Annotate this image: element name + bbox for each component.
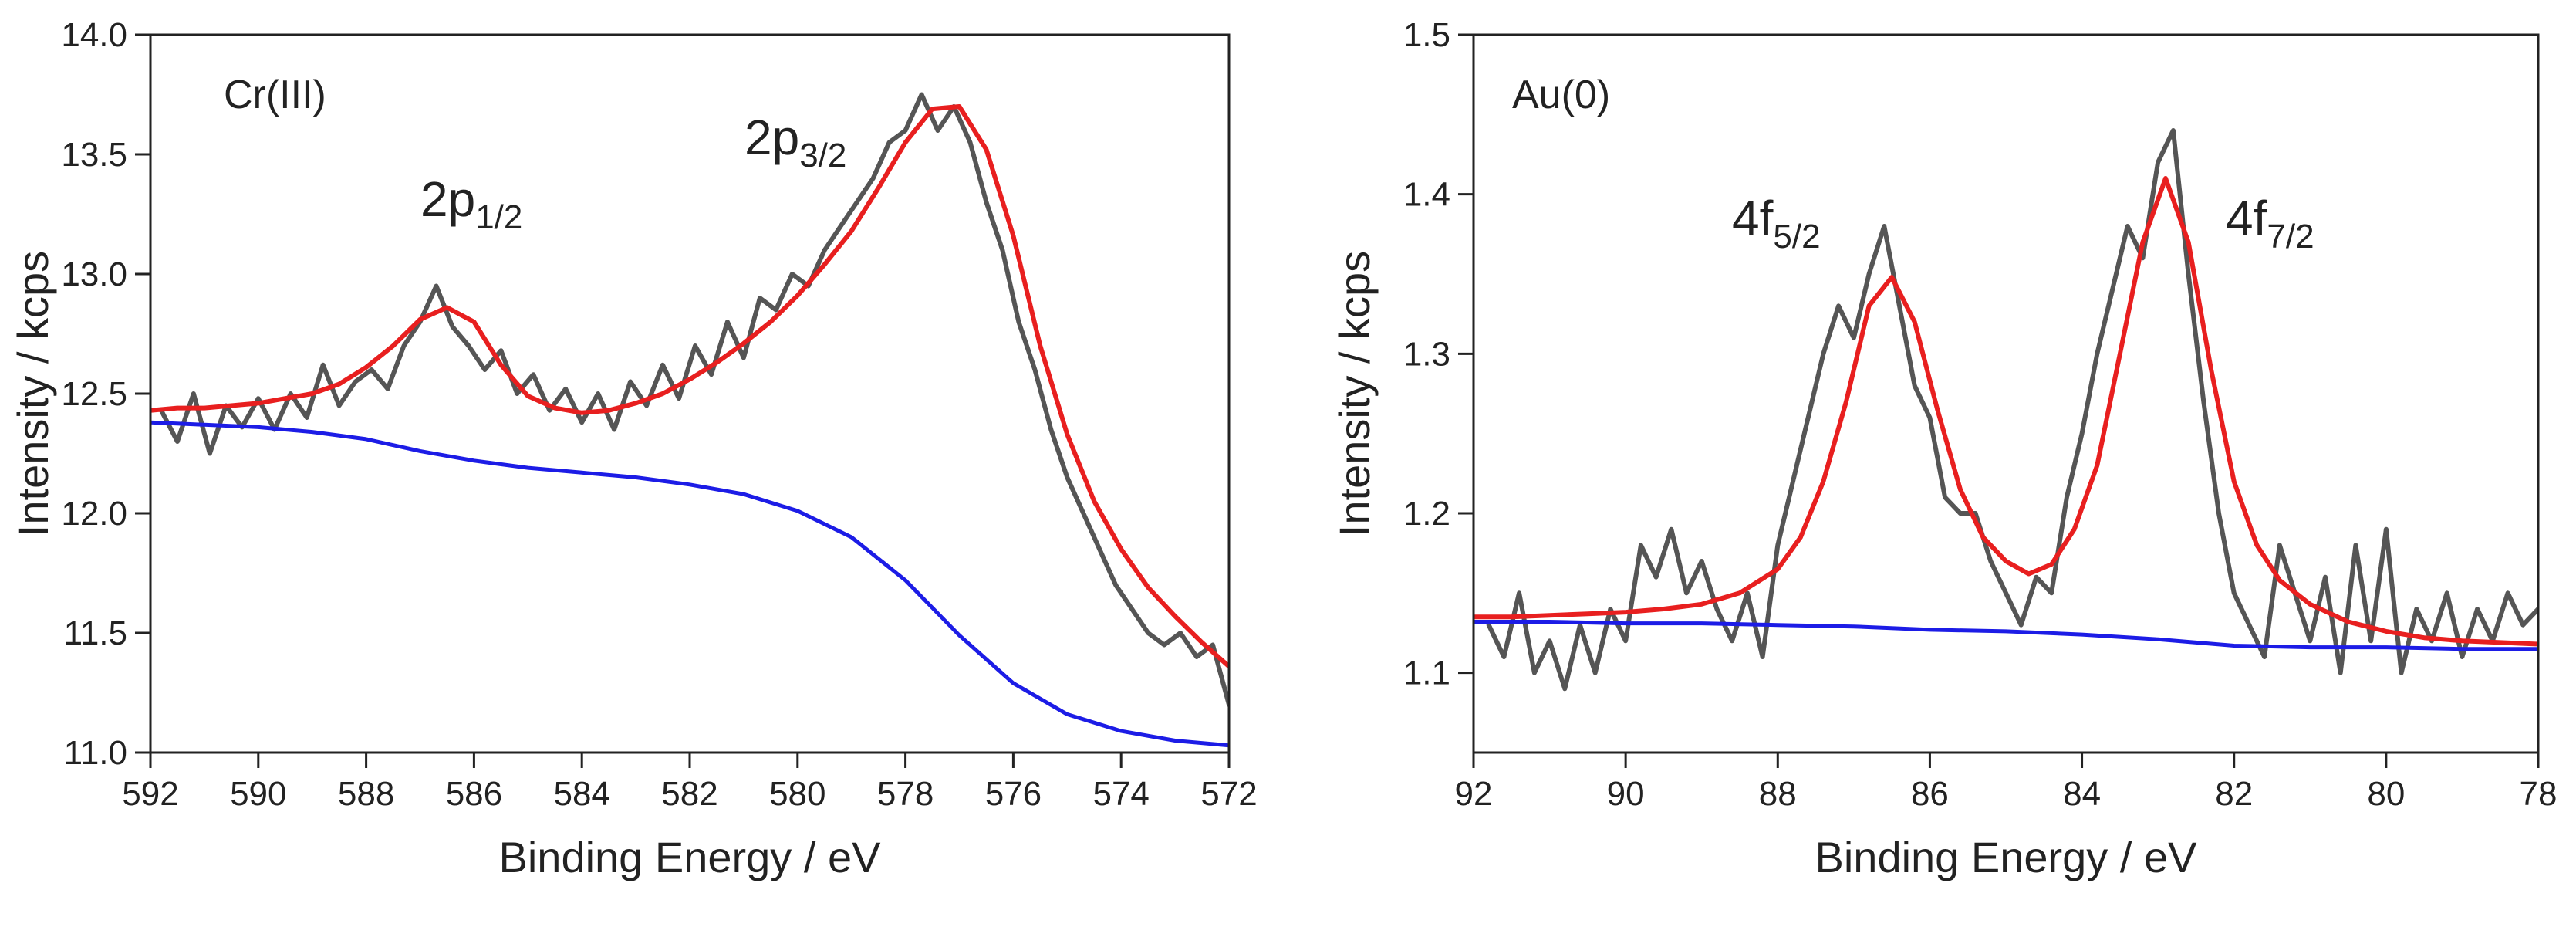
y-tick-label: 14.0 [61, 16, 127, 54]
plot-frame [1472, 33, 2540, 754]
x-tick-label: 592 [122, 775, 178, 813]
peak-annotation-sub: 1/2 [475, 198, 522, 236]
series-background-line [150, 420, 1229, 748]
x-tick-label: 586 [446, 775, 502, 813]
x-tick-label: 578 [877, 775, 934, 813]
x-tick-label: 80 [2367, 775, 2405, 813]
x-tick-label: 92 [1455, 775, 1493, 813]
x-tick-label: 590 [230, 775, 286, 813]
x-tick-label: 588 [338, 775, 394, 813]
series-background-line [1474, 620, 2538, 651]
series-fit-line [1474, 176, 2538, 647]
x-tick-label: 78 [2520, 775, 2557, 813]
y-tick-label: 11.0 [64, 734, 127, 772]
y-tick-label: 1.3 [1403, 335, 1450, 373]
y-tick-label: 1.2 [1403, 495, 1450, 533]
x-tick-label: 84 [2063, 775, 2101, 813]
y-tick-label: 11.5 [64, 614, 127, 652]
x-tick-label: 574 [1092, 775, 1149, 813]
peak-annotation-main: 4f [1732, 191, 1774, 246]
y-axis-title: Intensity / kcps [1330, 251, 1379, 536]
peak-annotation-sub: 5/2 [1773, 218, 1820, 255]
x-tick-label: 584 [553, 775, 609, 813]
series-measured-line [1486, 128, 2538, 692]
y-tick-label: 1.4 [1403, 176, 1450, 214]
chart-panel-au-0: 92 90 88 86 84 82 80 78 1.1 1.2 1.3 1.4 1.5 Binding E… [1330, 16, 2557, 881]
peak-annotation-main: 2p [744, 110, 799, 165]
peak-annotation-main: 4f [2226, 191, 2267, 246]
y-tick-label: 13.5 [61, 136, 127, 174]
y-tick-label: 1.5 [1403, 16, 1450, 54]
peak-annotation: 4f5/2 [1732, 191, 1821, 255]
series-fit-line [150, 104, 1229, 669]
x-axis-title: Binding Energy / eV [1815, 833, 2198, 881]
x-tick-label: 86 [1911, 775, 1949, 813]
x-tick-label: 580 [769, 775, 825, 813]
peak-annotation: 2p3/2 [744, 110, 846, 174]
y-tick-label: 12.0 [61, 495, 127, 533]
x-tick-label: 82 [2215, 775, 2253, 813]
panel-label: Cr(III) [224, 73, 326, 117]
y-tick-label: 1.1 [1403, 655, 1450, 692]
y-tick-label: 12.5 [61, 375, 127, 413]
series-measured-line [159, 92, 1229, 707]
x-tick-label: 90 [1607, 775, 1645, 813]
x-axis-title: Binding Energy / eV [499, 833, 882, 881]
x-tick-label: 582 [661, 775, 717, 813]
x-tick-label: 572 [1200, 775, 1257, 813]
peak-annotation-sub: 3/2 [799, 137, 846, 174]
y-axis-title: Intensity / kcps [8, 251, 57, 536]
x-tick-label: 576 [985, 775, 1042, 813]
peak-annotation: 4f7/2 [2226, 191, 2314, 255]
y-tick-label: 13.0 [61, 255, 127, 293]
peak-annotation-main: 2p [420, 171, 475, 227]
peak-annotation: 2p1/2 [420, 171, 522, 236]
x-tick-label: 88 [1759, 775, 1797, 813]
panel-label: Au(0) [1512, 73, 1610, 117]
peak-annotation-sub: 7/2 [2267, 218, 2314, 255]
chart-panel-cr-iii: 592 590 588 586 584 582 580 578 576 574 572 11.0 11.… [8, 16, 1258, 881]
